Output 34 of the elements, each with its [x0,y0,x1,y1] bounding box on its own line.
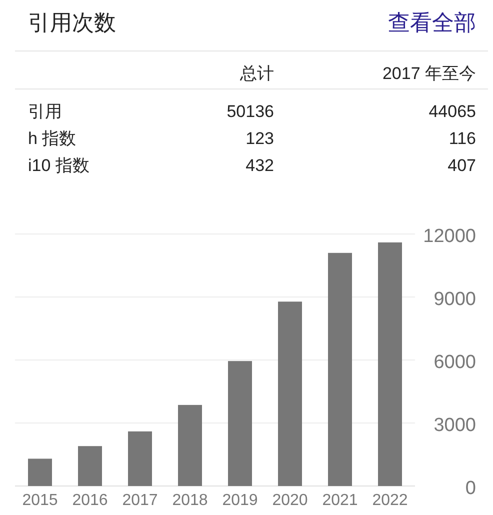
text: 引用次数 [28,10,116,35]
bar [78,446,102,486]
x-tick-label: 2016 [72,492,108,509]
y-tick-label: 0 [465,478,476,499]
text: 44065 [428,102,476,121]
text: 432 [246,156,274,175]
text: 123 [246,129,274,148]
text: 116 [448,129,476,148]
y-tick-label: 3000 [434,415,476,436]
text: 查看全部 [388,10,476,35]
text: i10 指数 [28,156,90,175]
bar [278,302,302,486]
bar [178,404,202,486]
x-tick-label: 2020 [272,492,308,509]
x-tick-label: 2015 [22,492,58,509]
text: h 指数 [28,129,76,148]
bar [328,252,352,486]
bar [378,242,402,486]
bar [28,458,52,486]
text: 2017 年至今 [382,64,476,83]
text: 引用 [28,102,62,121]
x-tick-label: 2017 [122,492,158,509]
y-tick-label: 12000 [423,226,476,247]
x-tick-label: 2021 [322,492,358,509]
y-tick-label: 6000 [434,352,476,373]
bar [128,431,152,486]
x-tick-label: 2022 [372,492,408,509]
y-tick-label: 9000 [434,289,476,310]
text: 407 [448,156,476,175]
x-tick-label: 2018 [172,492,208,509]
text: 总计 [239,64,274,83]
bar [228,361,252,486]
x-tick-label: 2019 [222,492,258,509]
text: 50136 [226,102,274,121]
